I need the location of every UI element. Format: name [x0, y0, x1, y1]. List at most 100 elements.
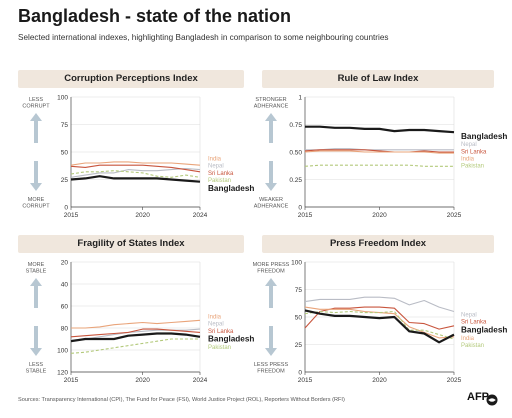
series-line-bangladesh — [305, 125, 455, 134]
series-label: Sri Lanka — [208, 329, 234, 335]
arrow-bottom-caption-line: FREEDOM — [257, 369, 285, 375]
x-tick-label: 2015 — [298, 212, 313, 219]
y-tick-label: 50 — [61, 150, 69, 157]
series-label: Nepal — [461, 142, 477, 148]
y-tick-label: 75 — [295, 287, 303, 294]
x-tick-label: 2024 — [193, 377, 208, 384]
page-title: Bangladesh - state of the nation — [18, 6, 292, 26]
series-line-bangladesh — [70, 332, 201, 343]
arrow-top-caption: STRONGER ADHERANCE — [254, 97, 289, 110]
x-tick-label: 2015 — [64, 212, 79, 219]
source-footer: Sources: Transparency International (CPI… — [18, 397, 345, 403]
arrow-down-icon — [265, 326, 277, 356]
y-tick-label: 50 — [295, 315, 303, 322]
y-tick-label: 0.75 — [289, 122, 302, 129]
arrow-top-caption-line: CORRUPT — [22, 104, 50, 110]
series-line-sri-lanka — [304, 149, 454, 153]
y-tick-label: 100 — [57, 348, 68, 355]
page-subtitle: Selected international indexes, highligh… — [18, 33, 389, 42]
x-tick-label: 2024 — [193, 212, 208, 219]
series-line-bangladesh — [70, 175, 201, 183]
x-tick-label: 2020 — [135, 377, 150, 384]
series-label: Sri Lanka — [461, 149, 487, 155]
arrow-top-caption-line: MORE PRESS — [253, 262, 290, 268]
series-line-sri-lanka — [70, 328, 201, 338]
x-tick-label: 2015 — [298, 377, 313, 384]
arrow-up-icon — [30, 278, 42, 308]
arrow-bottom-caption-line: MORE — [28, 197, 45, 203]
series-line-india — [70, 161, 201, 166]
series-label: India — [208, 314, 222, 320]
arrow-top-caption-line: LESS — [29, 97, 43, 103]
arrow-bottom-caption-line: STABLE — [26, 369, 47, 375]
y-tick-label: 80 — [61, 326, 69, 333]
arrow-bottom-caption-line: ADHERANCE — [254, 204, 289, 210]
series-line-india — [304, 306, 455, 339]
y-tick-label: 75 — [61, 122, 69, 129]
series-label: Bangladesh — [461, 326, 507, 335]
series-label: India — [461, 157, 475, 163]
y-tick-label: 1 — [298, 95, 302, 102]
series-line-india — [71, 319, 201, 329]
series-label: Bangladesh — [208, 184, 254, 193]
y-tick-label: 0.25 — [289, 177, 302, 184]
y-tick-label: 0 — [64, 205, 68, 212]
arrow-bottom-caption: MORE CORRUPT — [22, 197, 50, 210]
series-label: Sri Lanka — [461, 320, 487, 326]
series-label: Pakistan — [208, 345, 231, 351]
arrow-top-caption-line: STRONGER — [255, 97, 286, 103]
series-label: Nepal — [208, 322, 224, 328]
y-tick-label: 100 — [57, 95, 68, 102]
series-label: Bangladesh — [208, 335, 254, 344]
x-tick-label: 2020 — [135, 212, 150, 219]
arrow-top-caption-line: MORE — [28, 262, 45, 268]
series-line-nepal — [304, 296, 455, 313]
series-label: Pakistan — [461, 343, 484, 349]
series-line-sri-lanka — [70, 164, 201, 173]
arrow-bottom-caption: WEAKER ADHERANCE — [254, 197, 289, 210]
x-tick-label: 2020 — [372, 377, 387, 384]
y-tick-label: 100 — [291, 260, 302, 267]
series-label: Nepal — [461, 312, 477, 318]
arrow-down-icon — [30, 161, 42, 191]
afp-logo: AFP — [467, 391, 489, 403]
arrow-bottom-caption-line: LESS PRESS — [254, 362, 289, 368]
x-tick-label: 2025 — [447, 377, 462, 384]
arrow-down-icon — [30, 326, 42, 356]
arrow-top-caption-line: ADHERANCE — [254, 104, 289, 110]
arrow-bottom-caption-line: LESS — [29, 362, 43, 368]
arrow-bottom-caption-line: WEAKER — [259, 197, 283, 203]
x-tick-label: 2025 — [447, 212, 462, 219]
arrow-up-icon — [30, 113, 42, 143]
arrow-top-caption: MORE STABLE — [26, 262, 47, 275]
x-tick-label: 2015 — [64, 377, 79, 384]
y-tick-label: 60 — [61, 304, 69, 311]
y-tick-label: 120 — [57, 370, 68, 377]
series-line-pakistan — [304, 310, 455, 340]
series-line-india — [304, 150, 454, 154]
y-tick-label: 25 — [61, 177, 69, 184]
arrow-bottom-caption: LESS STABLE — [26, 362, 47, 375]
series-line-pakistan — [70, 338, 200, 354]
y-tick-label: 0 — [298, 370, 302, 377]
series-label: Sri Lanka — [208, 171, 234, 177]
series-label: Pakistan — [461, 164, 484, 170]
series-line-bangladesh — [304, 309, 455, 344]
series-label: Pakistan — [208, 178, 231, 184]
arrow-top-caption-line: STABLE — [26, 269, 47, 275]
arrow-bottom-caption: LESS PRESS FREEDOM — [254, 362, 289, 375]
panel-title-rfi: Press Freedom Index — [262, 235, 494, 253]
y-tick-label: 25 — [295, 342, 303, 349]
y-tick-label: 0 — [298, 205, 302, 212]
arrow-top-caption: LESS CORRUPT — [22, 97, 50, 110]
arrow-bottom-caption-line: CORRUPT — [22, 204, 50, 210]
series-line-nepal — [305, 148, 454, 151]
afp-logo-icon — [486, 394, 498, 406]
y-tick-label: 40 — [61, 282, 69, 289]
series-label: Bangladesh — [461, 132, 507, 141]
arrow-top-caption-line: FREEDOM — [257, 269, 285, 275]
y-tick-label: 20 — [61, 260, 69, 267]
arrow-down-icon — [265, 161, 277, 191]
